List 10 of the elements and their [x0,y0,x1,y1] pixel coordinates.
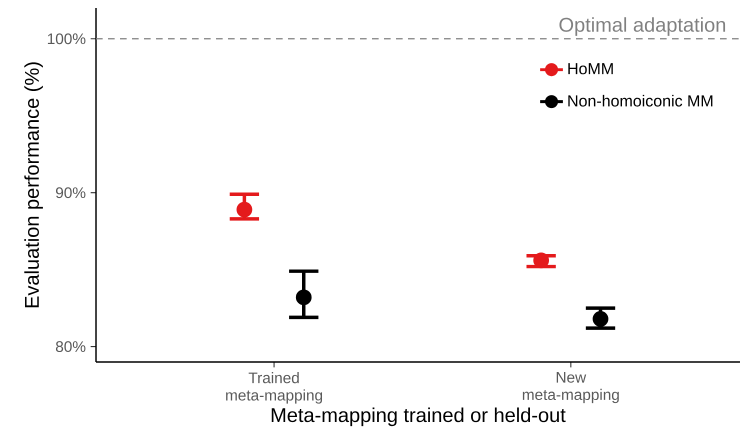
ref-line-label: Optimal adaptation [559,17,726,36]
x-axis-title: Meta-mapping trained or held-out [272,407,566,426]
x-tick-label: New meta-mapping [522,372,619,404]
y-axis-title: Evaluation performance (%) [24,62,43,308]
legend-label: HoMM [568,63,613,74]
x-tick-label: Trained meta-mapping [226,372,322,404]
y-tick-label: 80% [56,341,86,352]
y-tick-label: 100% [48,33,86,44]
legend-label: Non-homoiconic MM [568,94,712,107]
y-tick-label: 90% [56,187,86,198]
